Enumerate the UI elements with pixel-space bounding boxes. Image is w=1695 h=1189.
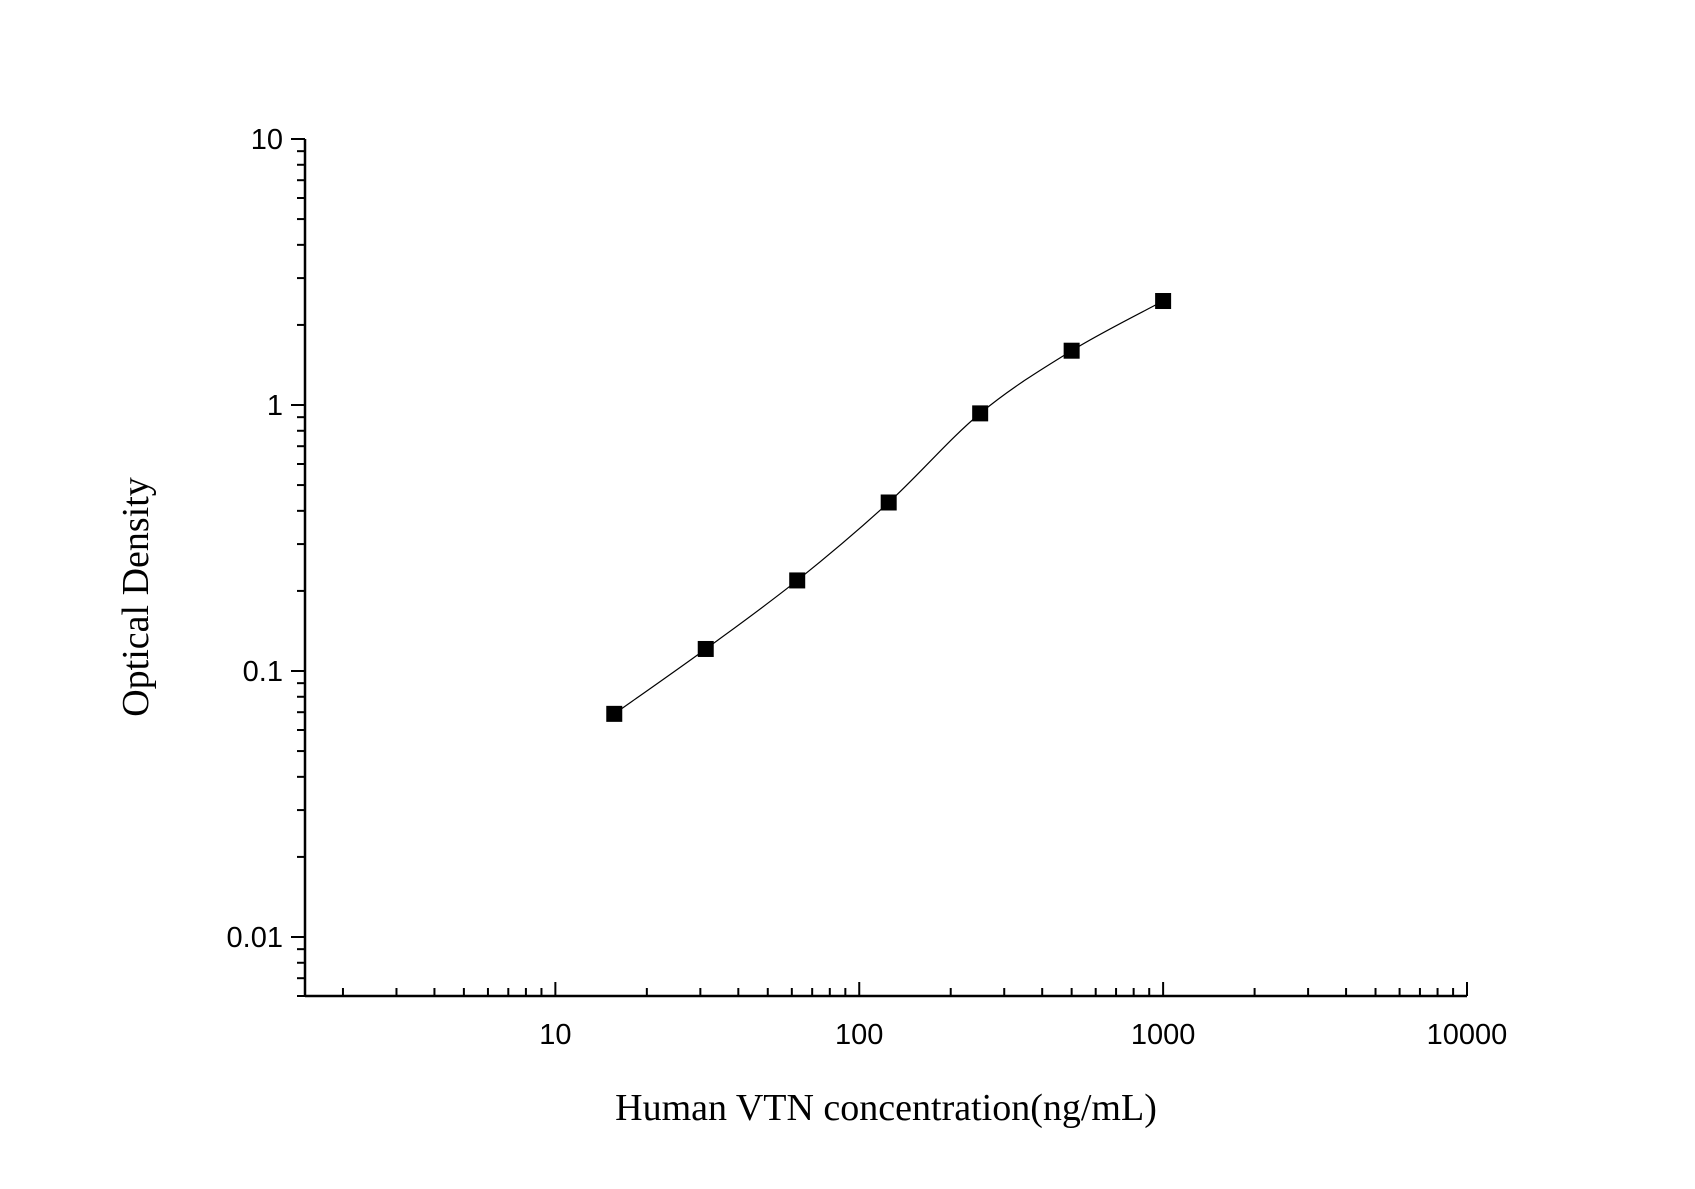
x-tick-label: 1000: [1131, 1019, 1196, 1051]
data-point: [1063, 342, 1080, 359]
y-axis-label: Optical Density: [115, 477, 157, 717]
data-point: [880, 494, 897, 511]
x-tick-label: 10000: [1427, 1019, 1508, 1051]
data-point: [789, 572, 806, 589]
data-point: [972, 405, 989, 422]
data-point: [697, 640, 714, 657]
axes: [291, 138, 1468, 998]
x-tick-label: 10: [539, 1019, 571, 1051]
y-tick-label: 10: [251, 124, 283, 156]
y-tick-label: 1: [267, 390, 283, 422]
x-axis-label: Human VTN concentration(ng/mL): [615, 1087, 1157, 1129]
data-points: [606, 293, 1172, 722]
data-point: [1155, 293, 1172, 310]
y-tick-label: 0.1: [243, 656, 283, 688]
x-tick-label: 100: [835, 1019, 883, 1051]
x-tick-labels: 10 100 1000 10000: [539, 1019, 1507, 1051]
y-tick-labels: 0.01 0.1 1 10: [227, 124, 283, 954]
y-tick-label: 0.01: [227, 922, 283, 954]
data-point: [606, 705, 623, 722]
